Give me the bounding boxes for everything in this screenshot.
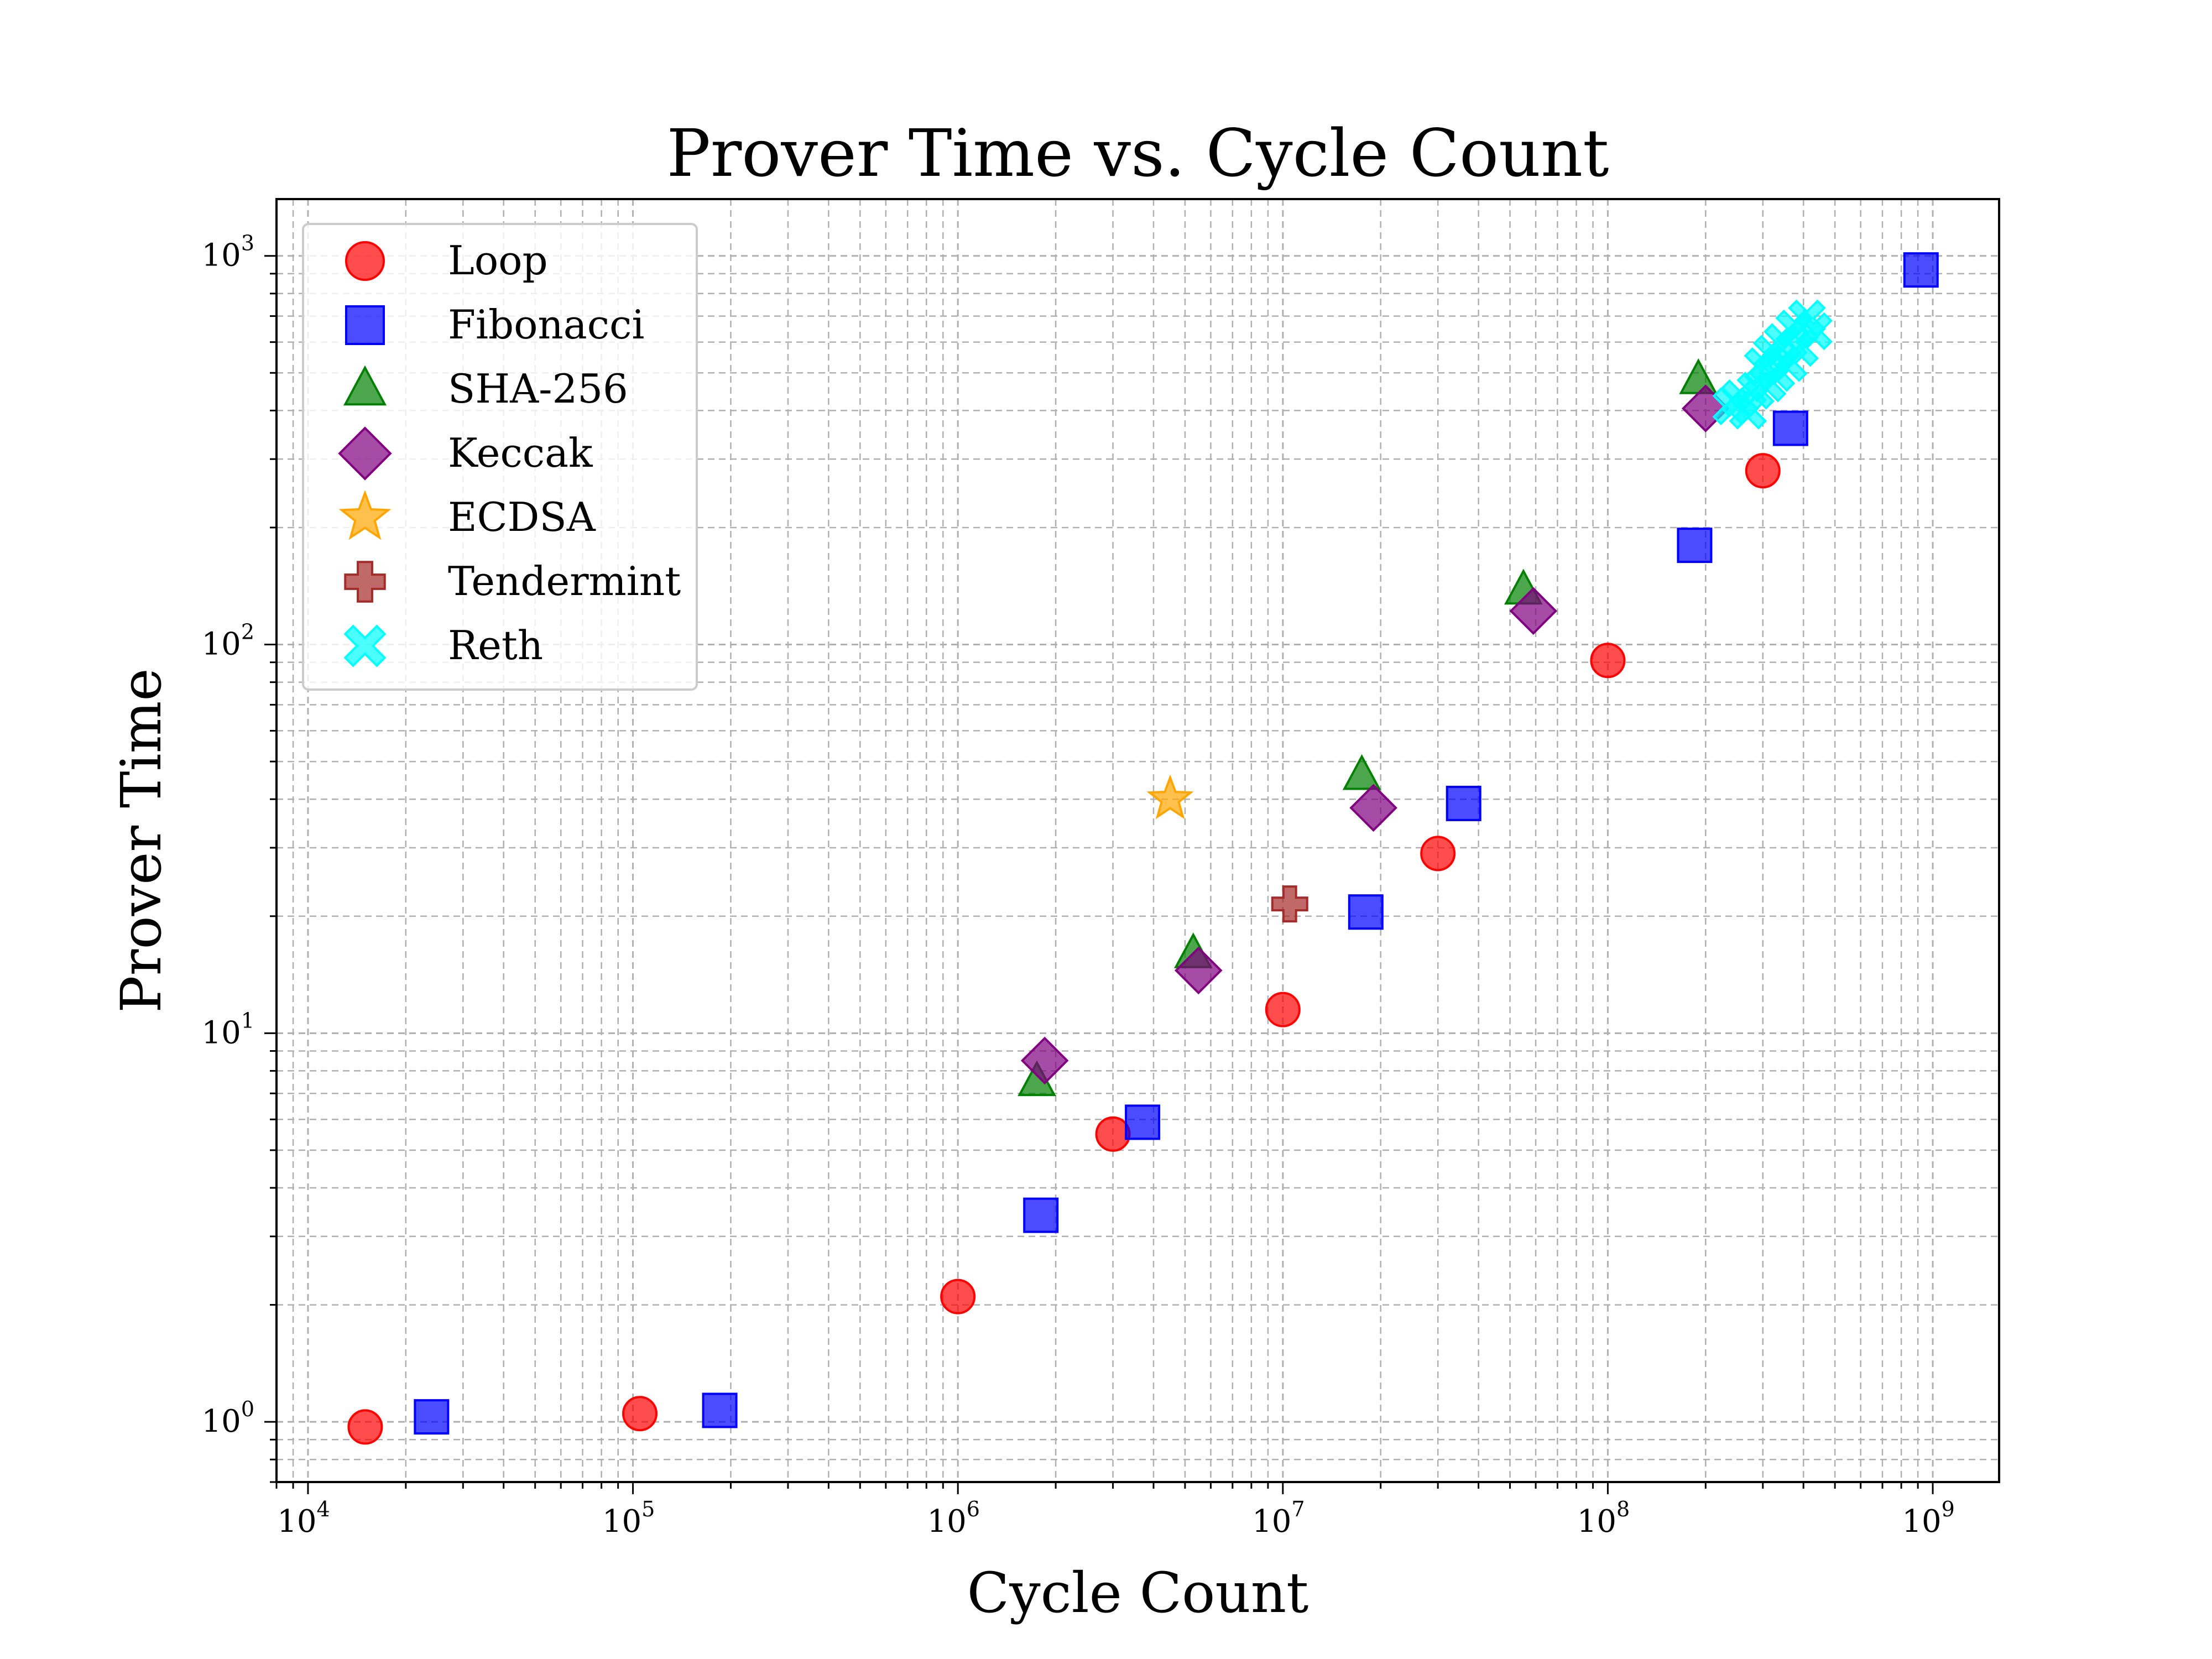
y-tick-label: 101 xyxy=(202,1008,254,1051)
y-tick-exponent: 3 xyxy=(241,231,254,255)
data-point xyxy=(414,1399,450,1435)
legend-label: Loop xyxy=(448,237,548,284)
legend: Loop Fibonacci SHA-256 Keccak ECDSA Tendermin… xyxy=(302,223,698,691)
data-point xyxy=(1125,1104,1161,1140)
data-point xyxy=(1903,252,1939,288)
grid-lines xyxy=(275,199,1999,1483)
legend-marker xyxy=(345,241,385,281)
x-tick-base: 10 xyxy=(1252,1504,1291,1540)
data-point xyxy=(1265,992,1301,1027)
legend-label: Reth xyxy=(448,622,543,669)
data-points xyxy=(347,252,1939,1445)
data-point xyxy=(1349,784,1397,832)
series-loop xyxy=(347,453,1781,1445)
y-tick-base: 10 xyxy=(202,627,241,662)
data-point xyxy=(1342,754,1381,790)
data-point xyxy=(347,1409,383,1445)
data-point xyxy=(1590,643,1626,679)
series-keccak xyxy=(1020,384,1730,1085)
series-sha-256 xyxy=(1018,358,1718,1097)
x-tick-exponent: 8 xyxy=(1616,1497,1630,1521)
x-tick-base: 10 xyxy=(277,1504,316,1540)
data-point xyxy=(940,1279,976,1314)
y-tick-label: 100 xyxy=(202,1397,254,1439)
chart-title: Prover Time vs. Cycle Count xyxy=(666,115,1609,191)
x-tick-base: 10 xyxy=(1902,1504,1941,1540)
x-tick-label: 107 xyxy=(1252,1497,1305,1540)
series-fibonacci xyxy=(414,252,1939,1435)
legend-label: Tendermint xyxy=(448,558,681,604)
x-tick-label: 109 xyxy=(1902,1497,1954,1540)
x-tick-label: 106 xyxy=(927,1497,979,1540)
data-point xyxy=(1146,774,1194,820)
series-reth xyxy=(1712,299,1833,430)
data-point xyxy=(1745,453,1781,489)
legend-label: Fibonacci xyxy=(448,301,644,348)
y-tick-base: 10 xyxy=(202,1015,241,1051)
y-tick-exponent: 0 xyxy=(241,1397,254,1421)
data-point xyxy=(1095,1116,1131,1152)
data-point xyxy=(1509,587,1558,635)
x-tick-base: 10 xyxy=(927,1504,966,1540)
series-tendermint xyxy=(1271,885,1308,923)
x-tick-label: 104 xyxy=(277,1497,330,1540)
y-tick-exponent: 1 xyxy=(241,1008,254,1032)
series-ecdsa xyxy=(1146,774,1194,820)
x-tick-label: 105 xyxy=(602,1497,655,1540)
data-point xyxy=(622,1396,658,1432)
data-point xyxy=(1772,410,1808,446)
x-tick-base: 10 xyxy=(602,1504,641,1540)
x-tick-label: 108 xyxy=(1577,1497,1630,1540)
legend-marker xyxy=(345,305,385,345)
data-point xyxy=(1174,946,1223,995)
x-tick-exponent: 7 xyxy=(1291,1497,1305,1521)
x-tick-base: 10 xyxy=(1577,1504,1616,1540)
y-tick-label: 103 xyxy=(202,231,254,274)
x-tick-exponent: 5 xyxy=(641,1497,655,1521)
x-tick-exponent: 9 xyxy=(1942,1497,1955,1521)
data-point xyxy=(1023,1197,1059,1233)
data-point xyxy=(1679,358,1718,394)
data-point xyxy=(1271,885,1308,923)
y-tick-base: 10 xyxy=(202,238,241,274)
legend-marker xyxy=(338,426,392,481)
x-tick-exponent: 6 xyxy=(967,1497,980,1521)
data-point xyxy=(1677,528,1713,564)
y-tick-label: 102 xyxy=(202,620,254,662)
legend-marker xyxy=(343,365,387,406)
legend-marker xyxy=(338,490,392,540)
y-axis-title: Prover Time xyxy=(109,668,174,1013)
data-point xyxy=(1794,312,1833,351)
y-tick-exponent: 2 xyxy=(241,620,254,644)
x-tick-exponent: 4 xyxy=(316,1497,330,1521)
legend-label: ECDSA xyxy=(448,494,596,540)
data-point xyxy=(1420,836,1456,872)
legend-marker xyxy=(344,561,386,603)
legend-label: SHA-256 xyxy=(448,366,628,412)
legend-label: Keccak xyxy=(448,430,593,476)
x-axis-title: Cycle Count xyxy=(967,1561,1309,1625)
data-point xyxy=(1446,785,1481,821)
data-point xyxy=(1348,894,1384,930)
legend-marker xyxy=(343,624,387,667)
data-point xyxy=(1020,1036,1069,1085)
y-tick-base: 10 xyxy=(202,1404,241,1439)
legend-box xyxy=(302,223,698,691)
plot-area-frame xyxy=(275,198,2000,1483)
data-point xyxy=(702,1392,738,1428)
